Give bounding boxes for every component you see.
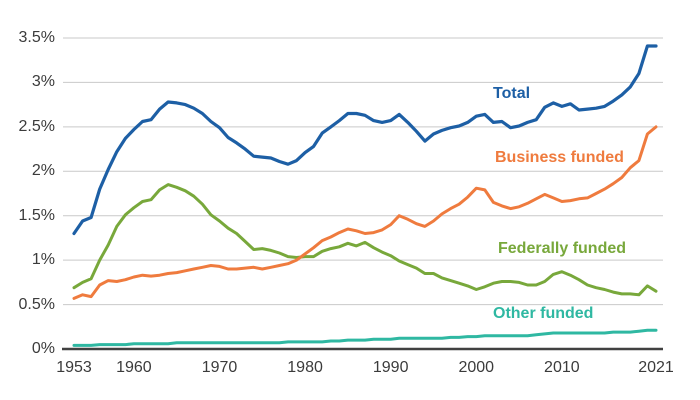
y-axis-tick-label: 1.5% xyxy=(18,206,55,224)
y-axis-tick-label: 0.5% xyxy=(18,295,55,313)
series-label-total: Total xyxy=(493,85,531,102)
y-axis-tick-label: 3.5% xyxy=(18,29,55,46)
y-axis-tick-label: 3% xyxy=(31,73,55,91)
x-axis-tick-label: 1970 xyxy=(201,359,238,376)
y-axis-tick-label: 2.5% xyxy=(18,117,55,135)
x-axis-tick-label: 2021 xyxy=(638,359,674,376)
series-label-business-funded: Business funded xyxy=(495,149,624,166)
series-label-federally-funded: Federally funded xyxy=(498,240,627,257)
x-axis-tick-label: 2000 xyxy=(458,359,495,376)
y-axis-tick-label: 2% xyxy=(31,162,55,180)
line-other-funded xyxy=(72,328,658,347)
x-axis-tick-label: 1953 xyxy=(56,359,92,376)
series-label-other-funded: Other funded xyxy=(493,305,594,322)
x-axis-tick-label: 1960 xyxy=(116,359,152,376)
x-axis-tick-label: 2010 xyxy=(544,359,580,376)
x-axis-tick-label: 1980 xyxy=(287,359,323,376)
y-axis-tick-label: 0% xyxy=(31,340,55,357)
x-axis-tick-label: 1990 xyxy=(372,359,409,376)
line-federally-funded xyxy=(72,183,658,297)
line-business-funded xyxy=(72,125,658,300)
y-axis-tick-label: 1% xyxy=(31,251,55,269)
line-total xyxy=(72,44,658,236)
